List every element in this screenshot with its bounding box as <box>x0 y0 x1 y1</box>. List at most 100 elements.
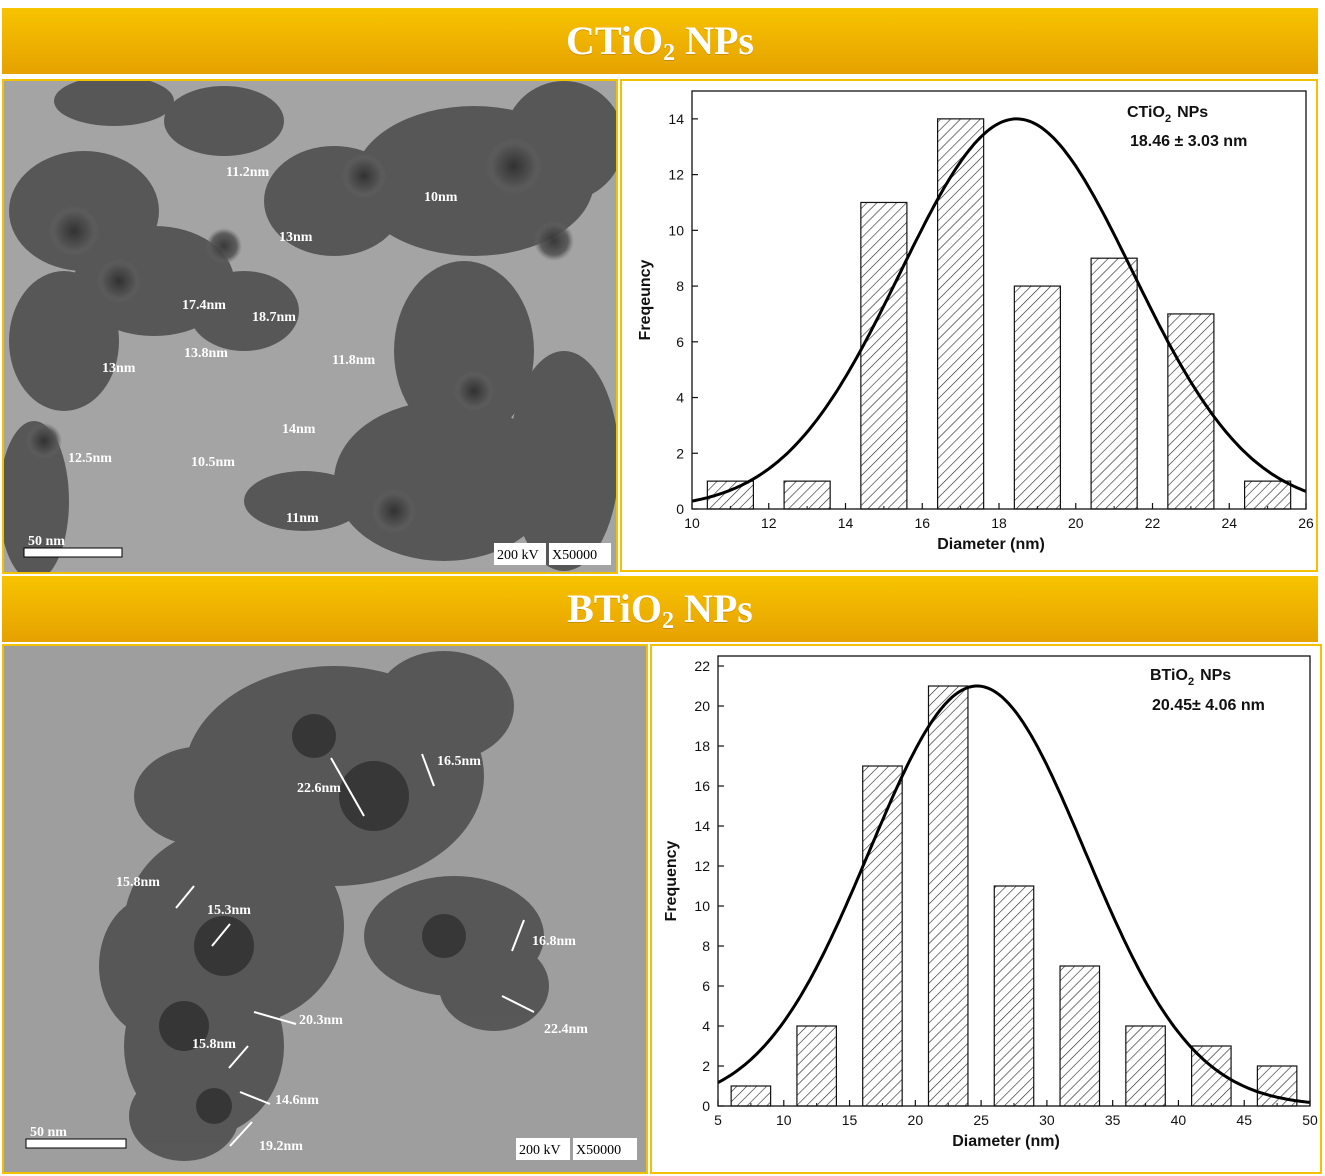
legend-title: CTiO2 NPs <box>1127 104 1208 125</box>
measurement-label: 19.2nm <box>259 1139 303 1154</box>
measurement-label: 12.5nm <box>68 451 112 466</box>
y-tick-label: 8 <box>676 278 684 294</box>
x-tick-label: 20 <box>908 1112 924 1128</box>
banner-btio2: BTiO2 NPs <box>2 576 1318 642</box>
measurement-label: 15.3nm <box>207 903 251 918</box>
histogram-bar <box>1256 1065 1298 1107</box>
measurement-label: 22.6nm <box>297 781 341 796</box>
measurement-label: 13nm <box>102 361 136 376</box>
x-axis-label: Diameter (nm) <box>952 1133 1060 1150</box>
measurement-label: 11.2nm <box>226 165 270 180</box>
measurement-label: 17.4nm <box>182 298 226 313</box>
histogram-bar <box>1090 257 1138 510</box>
legend-stat: 20.45± 4.06 nm <box>1152 697 1265 714</box>
x-tick-label: 40 <box>1171 1112 1187 1128</box>
y-tick-label: 2 <box>702 1058 710 1074</box>
histogram-bar <box>1243 480 1292 510</box>
y-tick-label: 8 <box>702 938 710 954</box>
banner-prefix: CTiO <box>566 18 664 63</box>
banner-suffix: NPs <box>685 18 754 63</box>
measurement-label: 20.3nm <box>299 1013 343 1028</box>
chart-ctio2-container: 10 12 14 16 18 20 22 24 26 0 2 4 6 8 10 12 14 Diameter (n… <box>620 79 1318 572</box>
histogram-bar <box>937 118 985 510</box>
y-tick-label: 0 <box>702 1098 710 1114</box>
histogram-bar <box>927 685 969 1107</box>
tem-image-btio2: 16.5nm 22.6nm 15.8nm 15.3nm 16.8nm 22.4n… <box>2 644 648 1174</box>
banner-suffix: NPs <box>683 586 753 631</box>
histogram-bar <box>796 1025 838 1107</box>
x-tick-label: 12 <box>761 515 777 531</box>
x-axis-label: Diameter (nm) <box>937 536 1045 553</box>
nanoparticle-aggregates <box>4 81 616 572</box>
x-tick-label: 24 <box>1221 515 1237 531</box>
y-tick-label: 6 <box>702 978 710 994</box>
x-tick-label: 16 <box>914 515 930 531</box>
y-tick-label: 22 <box>694 658 710 674</box>
y-tick-label: 0 <box>676 501 684 517</box>
histogram-bar <box>1167 313 1215 510</box>
banner-subscript: 2 <box>661 608 674 634</box>
x-tick-label: 45 <box>1236 1112 1252 1128</box>
microscope-info: 200 kV X50000 <box>516 1138 637 1160</box>
x-tick-label: 35 <box>1105 1112 1121 1128</box>
histogram-btio2: 5 10 15 20 25 30 35 40 45 50 0 2 4 6 8 10 12 14 16 18 20 22 Di… <box>663 655 1318 1150</box>
y-tick-label: 2 <box>676 445 684 461</box>
histogram-bar <box>783 480 831 510</box>
measurement-label: 15.8nm <box>192 1037 236 1052</box>
y-axis-label: Frequency <box>663 840 680 921</box>
banner-prefix: BTiO <box>567 586 662 631</box>
y-tick-label: 20 <box>694 698 710 714</box>
magnification-label: X50000 <box>552 548 597 563</box>
measurement-label: 11nm <box>286 511 319 526</box>
x-tick-label: 10 <box>776 1112 792 1128</box>
measurement-label: 22.4nm <box>544 1022 588 1037</box>
histogram-bar <box>860 201 908 510</box>
y-tick-label: 16 <box>694 778 710 794</box>
y-tick-label: 14 <box>668 111 684 127</box>
measurement-label: 13.8nm <box>184 346 228 361</box>
legend-stat: 18.46 ± 3.03 nm <box>1130 133 1247 150</box>
measurement-label: 10.5nm <box>191 455 235 470</box>
measurement-label: 11.8nm <box>332 353 376 368</box>
y-tick-label: 4 <box>702 1018 710 1034</box>
histogram-bar <box>1013 285 1062 510</box>
scale-bar-label: 50 nm <box>30 1125 67 1140</box>
x-tick-label: 50 <box>1302 1112 1318 1128</box>
x-tick-label: 26 <box>1298 515 1314 531</box>
measurement-label: 10nm <box>424 190 458 205</box>
scale-bar: 50 nm <box>23 534 123 558</box>
x-tick-label: 15 <box>842 1112 858 1128</box>
measurement-lines <box>175 753 535 1147</box>
histogram-bar <box>993 885 1035 1107</box>
histogram-bar <box>1059 965 1101 1107</box>
histogram-bar <box>1125 1025 1166 1107</box>
x-tick-label: 5 <box>714 1112 722 1128</box>
y-tick-label: 12 <box>694 858 710 874</box>
measurement-label: 16.8nm <box>532 934 576 949</box>
scale-bar-label: 50 nm <box>28 534 65 549</box>
banner-subscript: 2 <box>663 40 676 66</box>
gaussian-fit-curve <box>717 684 1311 1104</box>
banner-ctio2: CTiO2 NPs <box>2 8 1318 74</box>
measurement-label: 14.6nm <box>275 1093 319 1108</box>
y-tick-label: 10 <box>694 898 710 914</box>
legend-title: BTiO2 NPs <box>1150 667 1231 688</box>
x-tick-label: 20 <box>1068 515 1084 531</box>
voltage-label: 200 kV <box>519 1143 561 1158</box>
chart-btio2-container: 5 10 15 20 25 30 35 40 45 50 0 2 4 6 8 10 12 14 16 18 20 22 Di… <box>650 644 1322 1174</box>
x-tick-label: 25 <box>973 1112 989 1128</box>
y-tick-label: 12 <box>668 167 684 183</box>
x-tick-label: 30 <box>1039 1112 1055 1128</box>
y-axis-label: Freqeuncy <box>637 259 654 340</box>
x-tick-label: 10 <box>684 515 700 531</box>
y-tick-label: 18 <box>694 738 710 754</box>
microscope-info: 200 kV X50000 <box>494 543 611 565</box>
magnification-label: X50000 <box>576 1143 621 1158</box>
scale-bar: 50 nm <box>25 1125 127 1149</box>
y-tick-label: 10 <box>668 222 684 238</box>
measurement-label: 18.7nm <box>252 310 296 325</box>
x-tick-label: 14 <box>838 515 854 531</box>
measurement-label: 16.5nm <box>437 754 481 769</box>
measurement-label: 15.8nm <box>116 875 160 890</box>
voltage-label: 200 kV <box>497 548 539 563</box>
